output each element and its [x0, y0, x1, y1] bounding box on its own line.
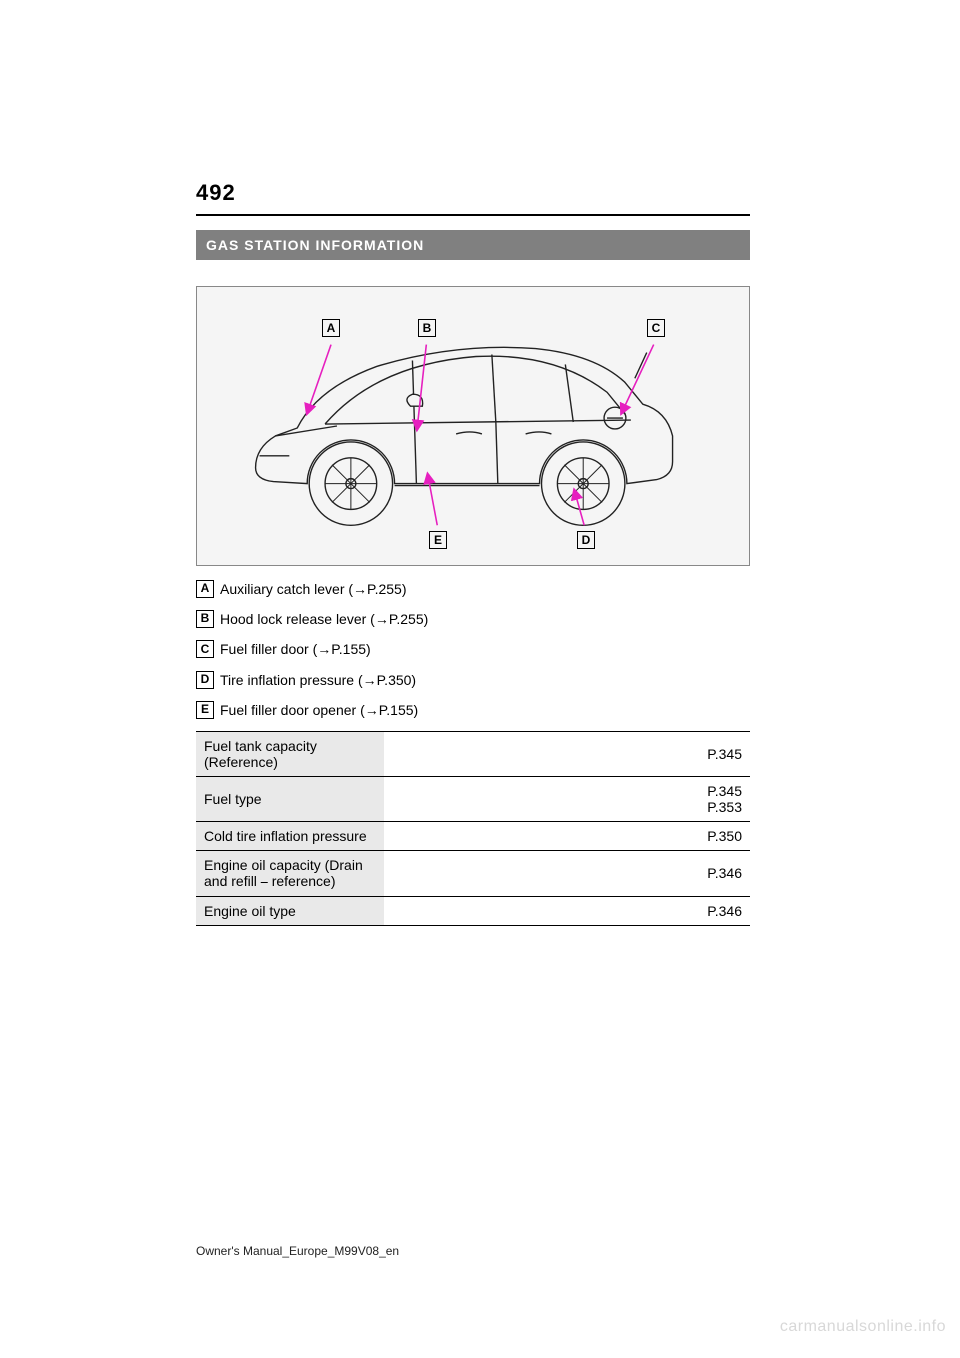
- legend-item: C Fuel filler door (→P.155): [196, 640, 750, 658]
- legend-item: D Tire inflation pressure (→P.350): [196, 671, 750, 689]
- legend-text: Auxiliary catch lever (→P.255): [220, 580, 406, 598]
- table-key: Fuel type: [196, 776, 384, 821]
- legend-box: C: [196, 640, 214, 658]
- manual-page: 492 GAS STATION INFORMATION: [0, 0, 960, 926]
- table-key: Engine oil capacity (Drain and refill ⎯ …: [196, 850, 384, 896]
- callout-e-box: E: [429, 531, 447, 549]
- callout-a-box: A: [322, 319, 340, 337]
- legend-box: A: [196, 580, 214, 598]
- table-val: P.346: [384, 850, 750, 896]
- legend-item: B Hood lock release lever (→P.255): [196, 610, 750, 628]
- table-val: P.350: [384, 821, 750, 850]
- callout-b-box: B: [418, 319, 436, 337]
- table-key: Cold tire inflation pressure: [196, 821, 384, 850]
- table-row: Cold tire inflation pressure P.350: [196, 821, 750, 850]
- table-row: Engine oil type P.346: [196, 896, 750, 925]
- page-number: 492: [196, 180, 750, 206]
- watermark: carmanualsonline.info: [780, 1318, 946, 1336]
- vehicle-diagram: A B C D E: [196, 286, 750, 566]
- table-val: P.345: [384, 731, 750, 776]
- vehicle-svg: [197, 287, 749, 565]
- callout-d-box: D: [577, 531, 595, 549]
- table-row: Fuel tank capacity (Reference) P.345: [196, 731, 750, 776]
- legend-text: Fuel filler door (→P.155): [220, 640, 371, 658]
- table-row: Engine oil capacity (Drain and refill ⎯ …: [196, 850, 750, 896]
- section-title: GAS STATION INFORMATION: [196, 230, 750, 260]
- table-val: P.345 P.353: [384, 776, 750, 821]
- legend-item: E Fuel filler door opener (→P.155): [196, 701, 750, 719]
- legend-box: D: [196, 671, 214, 689]
- legend-text: Tire inflation pressure (→P.350): [220, 671, 416, 689]
- callout-c-box: C: [647, 319, 665, 337]
- legend-box: B: [196, 610, 214, 628]
- legend-text: Hood lock release lever (→P.255): [220, 610, 428, 628]
- legend-box: E: [196, 701, 214, 719]
- table-key: Fuel tank capacity (Reference): [196, 731, 384, 776]
- info-table: Fuel tank capacity (Reference) P.345 Fue…: [196, 731, 750, 926]
- table-val: P.346: [384, 896, 750, 925]
- legend-text: Fuel filler door opener (→P.155): [220, 701, 418, 719]
- table-key: Engine oil type: [196, 896, 384, 925]
- legend-list: A Auxiliary catch lever (→P.255) B Hood …: [196, 580, 750, 719]
- footer-text: Owner's Manual_Europe_M99V08_en: [196, 1244, 399, 1258]
- top-divider: [196, 214, 750, 216]
- legend-item: A Auxiliary catch lever (→P.255): [196, 580, 750, 598]
- table-row: Fuel type P.345 P.353: [196, 776, 750, 821]
